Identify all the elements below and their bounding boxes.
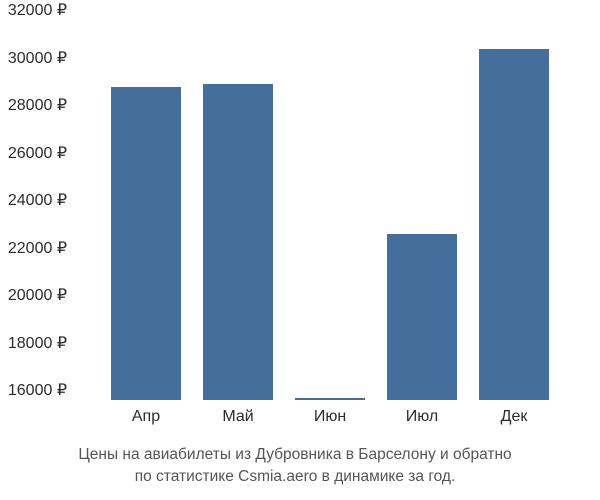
x-tick-label: Апр [100,408,192,426]
y-tick-label: 30000 ₽ [8,48,67,68]
x-tick-label: Июн [284,408,376,426]
plot-area [90,20,570,400]
bars-group [90,20,570,400]
y-tick-label: 28000 ₽ [8,95,67,115]
y-tick-label: 26000 ₽ [8,143,67,163]
caption-line-1: Цены на авиабилеты из Дубровника в Барсе… [20,444,570,466]
caption-line-2: по статистике Csmia.aero в динамике за г… [20,466,570,488]
bar [479,49,549,401]
x-tick-label: Июл [376,408,468,426]
bar-wrap [468,20,560,400]
bar-wrap [376,20,468,400]
y-tick-label: 18000 ₽ [8,333,67,353]
x-axis: АпрМайИюнИюлДек [90,400,570,426]
y-tick-label: 32000 ₽ [8,0,67,20]
y-tick-label: 22000 ₽ [8,238,67,258]
bar-wrap [100,20,192,400]
y-axis: 16000 ₽18000 ₽20000 ₽22000 ₽24000 ₽26000… [0,10,75,390]
x-tick-label: Май [192,408,284,426]
bar [387,234,457,400]
bar [111,87,181,401]
bar-wrap [284,20,376,400]
y-tick-label: 24000 ₽ [8,190,67,210]
bar [203,84,273,400]
chart-caption: Цены на авиабилеты из Дубровника в Барсе… [10,444,580,487]
price-chart: 16000 ₽ 18000 ₽ 20000 ₽ 22000 ₽ 24000 ₽ 26000… [0,0,600,500]
x-tick-label: Дек [468,408,560,426]
bar-wrap [192,20,284,400]
y-tick-label: 16000 ₽ [8,380,67,400]
bar [295,398,365,400]
y-tick-label: 20000 ₽ [8,285,67,305]
